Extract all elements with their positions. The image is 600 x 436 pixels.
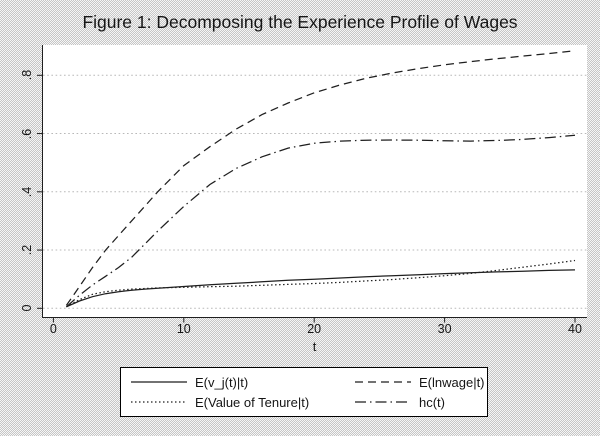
legend-label: E(Value of Tenure|t)	[195, 394, 310, 410]
legend-line-sample-dotted-icon	[131, 401, 187, 403]
legend-item: hc(t)	[355, 394, 487, 410]
legend-label: hc(t)	[419, 394, 445, 410]
y-tick-label: .4	[20, 186, 34, 198]
legend-line-sample-dashed-icon	[355, 381, 411, 383]
series-line-dashed	[65, 50, 576, 306]
x-axis-title: t	[312, 339, 317, 354]
x-tick-label: 30	[437, 322, 452, 336]
legend-label: E(v_j(t)|t)	[195, 374, 249, 390]
x-tick-label: 10	[176, 322, 191, 336]
legend-item: E(lnwage|t)	[355, 374, 487, 390]
series-line-dashdot	[65, 134, 576, 308]
legend-label: E(lnwage|t)	[419, 374, 485, 390]
series-line-dotted	[66, 259, 576, 308]
y-tick-label: .2	[20, 244, 34, 256]
legend-item: E(v_j(t)|t)	[131, 374, 355, 390]
legend-item: E(Value of Tenure|t)	[131, 394, 355, 410]
legend-box: E(v_j(t)|t) E(lnwage|t) E(Value of Tenure|…	[120, 367, 488, 417]
x-tick-label: 40	[568, 322, 582, 336]
legend-line-sample-dashdot-icon	[355, 401, 411, 403]
plot-background	[42, 45, 587, 318]
y-tick-label: .8	[20, 70, 34, 81]
chart-title: Figure 1: Decomposing the Experience Pro…	[82, 12, 518, 32]
legend-line-sample-solid-icon	[131, 381, 187, 383]
x-tick-label: 0	[49, 322, 57, 336]
x-tick-label: 20	[307, 322, 322, 336]
y-tick-label: .6	[20, 128, 34, 139]
y-tick-label: 0	[20, 304, 34, 312]
